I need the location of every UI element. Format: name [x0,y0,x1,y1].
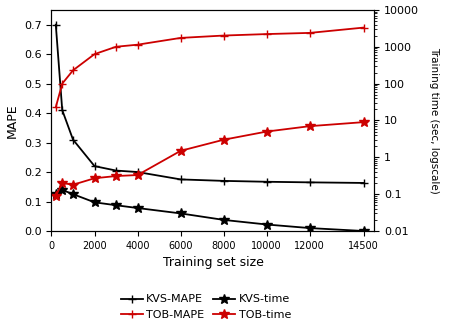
KVS-time [361,229,366,233]
KVS-time [178,212,183,215]
KVS-MAPE [53,23,58,27]
TOB-MAPE [264,32,270,36]
Line: TOB-MAPE: TOB-MAPE [51,23,368,111]
TOB-time [92,176,97,180]
Line: KVS-MAPE: KVS-MAPE [51,20,368,187]
Line: TOB-time: TOB-time [51,117,368,201]
KVS-time [59,188,65,192]
TOB-time [307,124,313,128]
TOB-MAPE [361,26,366,30]
KVS-time [53,192,58,196]
Line: KVS-time: KVS-time [51,185,368,236]
KVS-MAPE [70,138,76,142]
Legend: KVS-MAPE, TOB-MAPE, KVS-time, TOB-time: KVS-MAPE, TOB-MAPE, KVS-time, TOB-time [116,290,296,324]
TOB-time [361,120,366,124]
KVS-MAPE [178,178,183,182]
TOB-MAPE [221,34,227,38]
Y-axis label: Training time (sec, logscale): Training time (sec, logscale) [429,47,439,194]
KVS-MAPE [92,164,97,168]
TOB-MAPE [53,105,58,109]
Y-axis label: MAPE: MAPE [6,103,18,138]
TOB-MAPE [92,52,97,56]
TOB-time [264,130,270,134]
KVS-time [135,206,140,210]
TOB-time [59,181,65,185]
TOB-MAPE [113,45,119,49]
TOB-MAPE [59,82,65,85]
KVS-time [113,203,119,207]
TOB-time [178,149,183,153]
TOB-MAPE [178,36,183,40]
KVS-MAPE [135,170,140,174]
KVS-MAPE [59,108,65,112]
TOB-time [113,174,119,178]
KVS-time [264,222,270,226]
KVS-MAPE [264,180,270,184]
KVS-MAPE [361,181,366,185]
KVS-time [92,200,97,204]
KVS-MAPE [221,179,227,183]
TOB-time [135,173,140,177]
TOB-MAPE [307,31,313,35]
TOB-MAPE [135,43,140,47]
KVS-time [221,218,227,222]
KVS-MAPE [307,181,313,184]
TOB-time [221,138,227,142]
TOB-MAPE [70,68,76,72]
KVS-time [70,192,76,196]
TOB-time [70,183,76,187]
KVS-time [307,226,313,230]
X-axis label: Training set size: Training set size [162,256,263,269]
KVS-MAPE [113,169,119,173]
TOB-time [53,194,58,198]
